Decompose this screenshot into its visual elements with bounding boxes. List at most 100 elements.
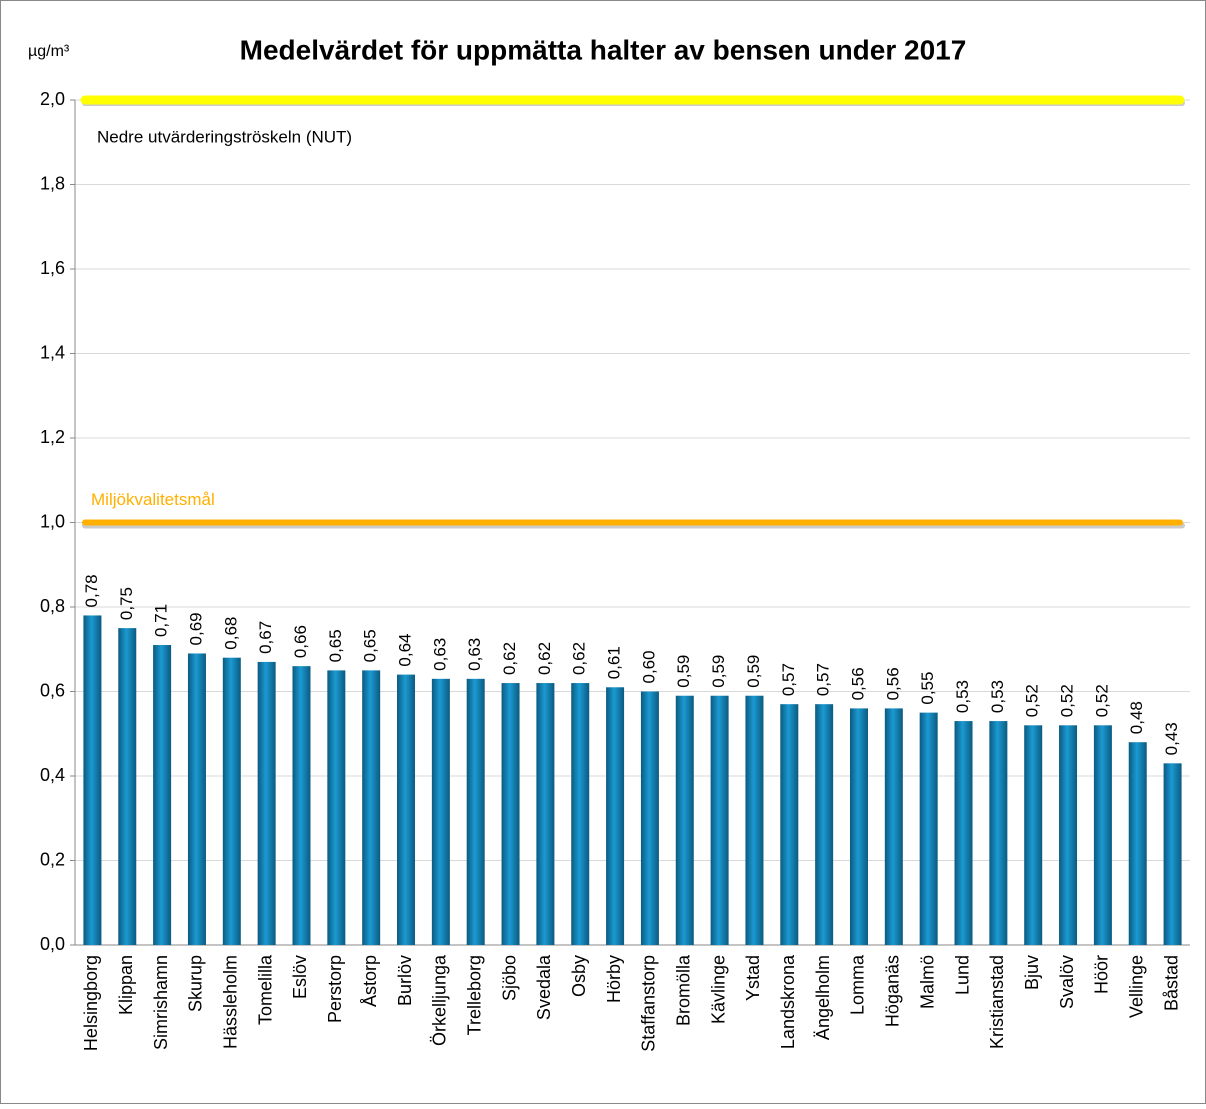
value-label: 0,75 <box>117 587 136 620</box>
value-label: 0,68 <box>221 617 240 650</box>
value-label: 0,63 <box>430 638 449 671</box>
value-label: 0,60 <box>639 650 658 683</box>
y-tick-label: 1,4 <box>40 342 65 362</box>
bar <box>1093 725 1112 945</box>
value-label: 0,52 <box>1092 684 1111 717</box>
bar <box>222 657 241 945</box>
bar <box>849 708 868 945</box>
bar <box>571 683 590 945</box>
bar <box>1059 725 1078 945</box>
value-label: 0,61 <box>605 646 624 679</box>
y-tick-label: 0,0 <box>40 934 65 954</box>
x-tick-label: Ystad <box>743 955 763 1001</box>
value-label: 0,63 <box>465 638 484 671</box>
x-tick-label: Tomelilla <box>255 954 275 1025</box>
bar <box>362 670 381 945</box>
x-tick-label: Hörby <box>604 955 624 1003</box>
x-tick-label: Skurup <box>186 955 206 1012</box>
x-tick-label: Bjuv <box>1022 955 1042 990</box>
value-label: 0,55 <box>918 672 937 705</box>
value-label: 0,64 <box>396 634 415 667</box>
bar <box>83 615 102 945</box>
value-label: 0,53 <box>953 680 972 713</box>
bar <box>1128 742 1147 945</box>
reference-label: Miljökvalitetsmål <box>91 490 215 509</box>
value-label: 0,59 <box>709 655 728 688</box>
value-label: 0,59 <box>674 655 693 688</box>
value-label: 0,67 <box>256 621 275 654</box>
x-tick-label: Vellinge <box>1126 955 1146 1018</box>
value-label: 0,52 <box>1023 684 1042 717</box>
bar <box>989 721 1008 945</box>
y-tick-label: 0,4 <box>40 765 65 785</box>
value-label: 0,62 <box>500 642 519 675</box>
bar <box>640 691 659 945</box>
bar <box>1024 725 1043 945</box>
x-tick-label: Klippan <box>116 955 136 1015</box>
value-label: 0,65 <box>326 629 345 662</box>
chart-title: Medelvärdet för uppmätta halter av bense… <box>240 34 967 65</box>
reference-label: Nedre utvärderingströskeln (NUT) <box>97 127 352 146</box>
bar <box>745 695 764 945</box>
x-tick-label: Osby <box>569 955 589 997</box>
value-label: 0,62 <box>535 642 554 675</box>
bar <box>327 670 346 945</box>
x-tick-label: Lund <box>952 955 972 995</box>
x-tick-label: Simrishamn <box>151 955 171 1050</box>
x-tick-label: Höör <box>1092 955 1112 994</box>
value-label: 0,65 <box>361 629 380 662</box>
value-label: 0,52 <box>1058 684 1077 717</box>
value-label: 0,56 <box>848 667 867 700</box>
x-tick-label: Ängelholm <box>813 955 833 1040</box>
x-tick-label: Båstad <box>1161 955 1181 1011</box>
value-label: 0,57 <box>814 663 833 696</box>
x-tick-label: Svalöv <box>1057 955 1077 1009</box>
x-tick-label: Landskrona <box>778 954 798 1049</box>
x-tick-label: Kävlinge <box>708 955 728 1024</box>
value-label: 0,71 <box>152 604 171 637</box>
bar <box>1163 763 1182 945</box>
bar <box>153 645 172 945</box>
value-label: 0,43 <box>1162 722 1181 755</box>
bar <box>501 683 520 945</box>
x-tick-label: Helsingborg <box>81 955 101 1051</box>
value-label: 0,59 <box>744 655 763 688</box>
x-tick-label: Perstorp <box>325 955 345 1023</box>
y-tick-label: 0,2 <box>40 849 65 869</box>
x-tick-label: Malmö <box>917 955 937 1009</box>
value-label: 0,62 <box>570 642 589 675</box>
bar <box>292 666 311 945</box>
value-label: 0,66 <box>291 625 310 658</box>
value-label: 0,56 <box>883 667 902 700</box>
y-tick-label: 2,0 <box>40 89 65 109</box>
bar <box>884 708 903 945</box>
bar <box>187 653 206 945</box>
bar <box>675 695 694 945</box>
y-tick-label: 1,0 <box>40 511 65 531</box>
x-tick-label: Hässleholm <box>221 955 241 1049</box>
x-tick-label: Höganäs <box>883 955 903 1027</box>
x-tick-label: Sjöbo <box>499 955 519 1001</box>
bar <box>606 687 625 945</box>
bar <box>919 712 938 945</box>
y-tick-label: 0,6 <box>40 680 65 700</box>
y-tick-label: 1,6 <box>40 258 65 278</box>
x-tick-label: Lomma <box>848 954 868 1015</box>
x-tick-label: Staffanstorp <box>639 955 659 1052</box>
value-label: 0,57 <box>779 663 798 696</box>
x-tick-label: Trelleborg <box>464 955 484 1035</box>
y-tick-label: 0,8 <box>40 596 65 616</box>
value-label: 0,78 <box>82 574 101 607</box>
y-tick-label: 1,2 <box>40 427 65 447</box>
x-tick-label: Eslöv <box>290 955 310 999</box>
x-tick-label: Burlöv <box>395 955 415 1006</box>
bar <box>118 628 137 945</box>
bar <box>954 721 973 945</box>
bar <box>815 704 834 945</box>
value-label: 0,48 <box>1127 701 1146 734</box>
x-tick-label: Bromölla <box>674 954 694 1026</box>
bar <box>536 683 555 945</box>
y-tick-label: 1,8 <box>40 173 65 193</box>
x-tick-label: Åstorp <box>360 955 380 1007</box>
